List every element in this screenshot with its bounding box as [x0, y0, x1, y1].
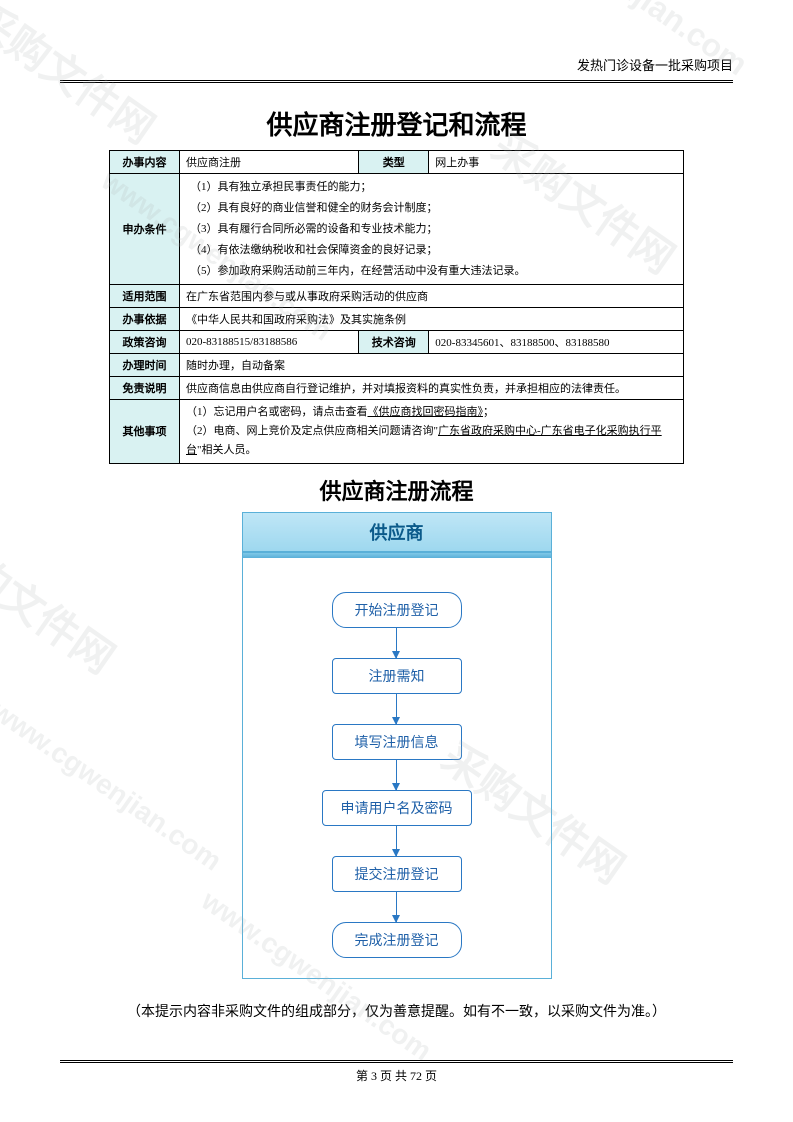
table-row: 申办条件 （1）具有独立承担民事责任的能力； （2）具有良好的商业信誉和健全的财…: [110, 174, 684, 285]
flow-arrow: [396, 694, 397, 724]
label-conditions: 申办条件: [110, 174, 180, 285]
flow-node-apply: 申请用户名及密码: [322, 790, 472, 826]
table-row: 办事内容 供应商注册 类型 网上办事: [110, 151, 684, 174]
value-service: 供应商注册: [180, 151, 359, 174]
flow-arrow: [396, 826, 397, 856]
flow-arrow: [396, 760, 397, 790]
value-scope: 在广东省范围内参与或从事政府采购活动的供应商: [180, 285, 684, 308]
flow-node-fill: 填写注册信息: [332, 724, 462, 760]
value-tech: 020-83345601、83188500、83188580: [429, 331, 684, 354]
value-free: 供应商信息由供应商自行登记维护，并对填报资料的真实性负责，并承担相应的法律责任。: [180, 377, 684, 400]
table-row: 适用范围 在广东省范围内参与或从事政府采购活动的供应商: [110, 285, 684, 308]
other-line2-a: （2）电商、网上竞价及定点供应商相关问题请咨询": [186, 425, 438, 437]
main-title: 供应商注册登记和流程: [60, 105, 733, 142]
label-policy: 政策咨询: [110, 331, 180, 354]
flow-node-start: 开始注册登记: [332, 592, 462, 628]
condition-item: （5）参加政府采购活动前三年内，在经营活动中没有重大违法记录。: [186, 261, 677, 282]
footer-divider: [60, 1060, 733, 1063]
condition-item: （1）具有独立承担民事责任的能力；: [186, 177, 677, 198]
table-row: 免责说明 供应商信息由供应商自行登记维护，并对填报资料的真实性负责，并承担相应的…: [110, 377, 684, 400]
label-type: 类型: [359, 151, 429, 174]
label-free: 免责说明: [110, 377, 180, 400]
condition-item: （4）有依法缴纳税收和社会保障资金的良好记录；: [186, 240, 677, 261]
flow-node-notice: 注册需知: [332, 658, 462, 694]
page-footer: 第 3 页 共 72 页: [60, 1060, 733, 1084]
flowchart-header: 供应商: [243, 513, 551, 552]
value-conditions: （1）具有独立承担民事责任的能力； （2）具有良好的商业信誉和健全的财务会计制度…: [180, 174, 684, 285]
label-service: 办事内容: [110, 151, 180, 174]
value-type: 网上办事: [429, 151, 684, 174]
other-line1-c: ；: [483, 406, 494, 418]
page-header: 发热门诊设备一批采购项目: [60, 55, 733, 74]
other-link-guide[interactable]: 《供应商找回密码指南》: [368, 406, 484, 418]
footer-page-number: 第 3 页 共 72 页: [60, 1067, 733, 1084]
condition-item: （2）具有良好的商业信誉和健全的财务会计制度；: [186, 198, 677, 219]
watermark: www.cgwenjian.com: [0, 695, 227, 878]
table-row: 其他事项 （1）忘记用户名或密码，请点击查看《供应商找回密码指南》； （2）电商…: [110, 400, 684, 463]
label-other: 其他事项: [110, 400, 180, 463]
label-time: 办理时间: [110, 354, 180, 377]
label-tech: 技术咨询: [359, 331, 429, 354]
label-scope: 适用范围: [110, 285, 180, 308]
value-other: （1）忘记用户名或密码，请点击查看《供应商找回密码指南》； （2）电商、网上竞价…: [180, 400, 684, 463]
info-table: 办事内容 供应商注册 类型 网上办事 申办条件 （1）具有独立承担民事责任的能力…: [109, 150, 684, 464]
watermark: 采购文件网: [0, 515, 129, 685]
condition-item: （3）具有履行合同所必需的设备和专业技术能力；: [186, 219, 677, 240]
other-line2-c: "相关人员。: [197, 444, 257, 456]
value-basis: 《中华人民共和国政府采购法》及其实施条例: [180, 308, 684, 331]
flowchart-container: 供应商 开始注册登记 注册需知 填写注册信息 申请用户名及密码 提交注册登记 完…: [242, 512, 552, 979]
label-basis: 办事依据: [110, 308, 180, 331]
flow-arrow: [396, 628, 397, 658]
value-time: 随时办理，自动备案: [180, 354, 684, 377]
table-row: 办事依据 《中华人民共和国政府采购法》及其实施条例: [110, 308, 684, 331]
value-policy: 020-83188515/83188586: [180, 331, 359, 354]
disclaimer: （本提示内容非采购文件的组成部分，仅为善意提醒。如有不一致，以采购文件为准。）: [60, 1001, 733, 1021]
header-divider: [60, 80, 733, 83]
other-line1-a: （1）忘记用户名或密码，请点击查看: [186, 406, 368, 418]
flow-node-complete: 完成注册登记: [332, 922, 462, 958]
table-row: 办理时间 随时办理，自动备案: [110, 354, 684, 377]
table-row: 政策咨询 020-83188515/83188586 技术咨询 020-8334…: [110, 331, 684, 354]
flow-node-submit: 提交注册登记: [332, 856, 462, 892]
sub-title: 供应商注册流程: [60, 474, 733, 506]
flowchart-body: 开始注册登记 注册需知 填写注册信息 申请用户名及密码 提交注册登记 完成注册登…: [243, 558, 551, 978]
flow-arrow: [396, 892, 397, 922]
